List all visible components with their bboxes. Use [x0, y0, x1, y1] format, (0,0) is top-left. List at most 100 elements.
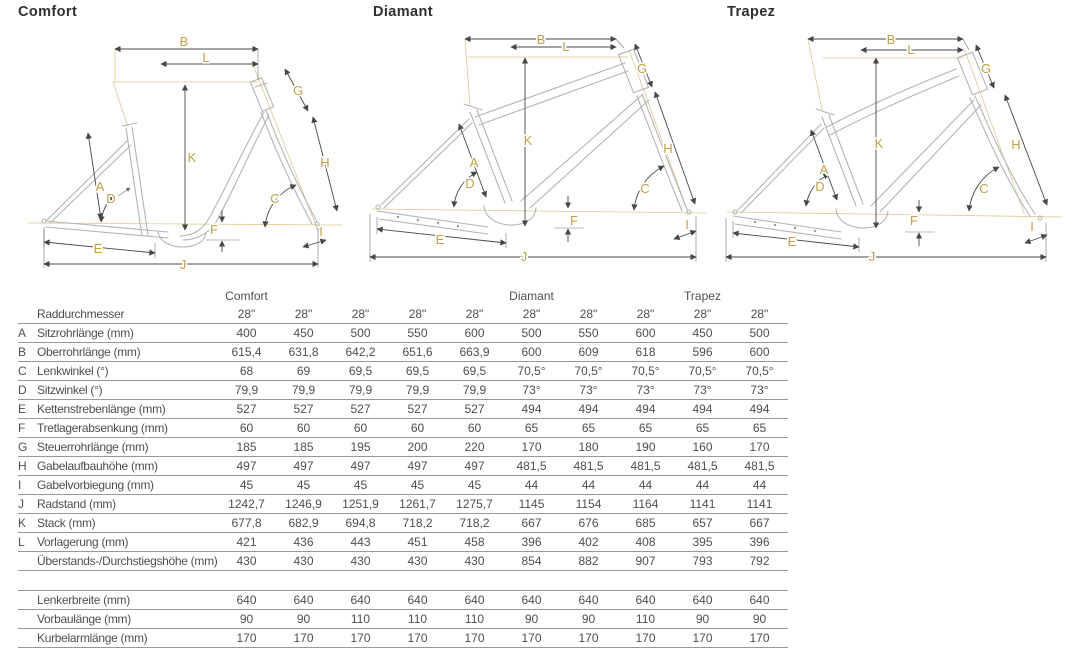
- row-value: 90: [218, 609, 275, 629]
- dim-label-j: J: [521, 249, 528, 264]
- row-value: 28": [503, 305, 560, 324]
- row-value: 69: [275, 361, 332, 381]
- dim-label-f: F: [910, 213, 918, 228]
- row-value: 682,9: [275, 513, 332, 533]
- diagram-title-comfort: Comfort: [18, 4, 78, 20]
- row-letter: J: [18, 494, 37, 514]
- row-letter: [18, 590, 37, 610]
- row-value: 882: [560, 551, 617, 571]
- row-value: 450: [674, 323, 731, 343]
- row-value: 69,5: [446, 361, 503, 381]
- trapez-frame-diagram: B L G K H A D C F I E J: [725, 30, 1064, 266]
- row-value: 1154: [560, 494, 617, 514]
- row-label: Vorlagerung (mm): [37, 532, 218, 552]
- dim-label-b: B: [537, 32, 546, 47]
- row-letter: D: [18, 380, 37, 400]
- row-letter: B: [18, 342, 37, 362]
- row-value: 443: [332, 532, 389, 552]
- row-value: 60: [332, 418, 389, 438]
- row-value: 185: [218, 437, 275, 457]
- row-label: Tretlagerabsenkung (mm): [37, 418, 218, 438]
- row-letter: F: [18, 418, 37, 438]
- row-value: 396: [503, 532, 560, 552]
- dim-label-a: A: [820, 162, 829, 177]
- row-value: 400: [218, 323, 275, 343]
- row-value: 79,9: [446, 380, 503, 400]
- row-value: 1246,9: [275, 494, 332, 514]
- row-value: 68: [218, 361, 275, 381]
- row-value: 90: [560, 609, 617, 629]
- row-value: 600: [731, 342, 788, 362]
- row-value: 402: [560, 532, 617, 552]
- row-label: Überstands-/Durchstiegshöhe (mm): [37, 551, 218, 571]
- row-value: 667: [731, 513, 788, 533]
- components-table-section: Lenkerbreite (mm) 640 640 640 640 640 640 640 64…: [18, 590, 788, 648]
- row-value: 1141: [731, 494, 788, 514]
- row-letter: L: [18, 532, 37, 552]
- row-value: 1141: [674, 494, 731, 514]
- dim-label-b: B: [180, 34, 189, 49]
- dim-label-d: D: [815, 179, 824, 194]
- row-value: 497: [275, 456, 332, 476]
- row-letter: [18, 628, 37, 648]
- row-value: 28": [674, 305, 731, 324]
- dim-label-l: L: [907, 42, 914, 57]
- components-table-body: Lenkerbreite (mm) 640 640 640 640 640 640 640 64…: [18, 590, 788, 648]
- row-value: 65: [731, 418, 788, 438]
- row-value: 90: [503, 609, 560, 629]
- row-value: 70,5°: [674, 361, 731, 381]
- row-value: 60: [446, 418, 503, 438]
- row-letter: [18, 551, 37, 571]
- row-value: 1261,7: [389, 494, 446, 514]
- row-value: 170: [503, 628, 560, 648]
- dim-label-l: L: [562, 39, 569, 54]
- table-row: D Sitzwinkel (°) 79,9 79,9 79,9 79,9 79,9 73° 73…: [18, 380, 788, 400]
- row-value: 70,5°: [617, 361, 674, 381]
- row-value: 430: [218, 551, 275, 571]
- row-value: 481,5: [731, 456, 788, 476]
- row-label: Kettenstrebenlänge (mm): [37, 399, 218, 419]
- row-value: 1145: [503, 494, 560, 514]
- row-value: 642,2: [332, 342, 389, 362]
- dim-label-l: L: [202, 50, 209, 65]
- row-value: 170: [332, 628, 389, 648]
- construction-lines: [726, 38, 1064, 218]
- row-value: 667: [503, 513, 560, 533]
- row-value: 527: [389, 399, 446, 419]
- row-value: 170: [218, 628, 275, 648]
- row-letter: G: [18, 437, 37, 457]
- geometry-table-body: Comfort Diamant Trapez Raddurchmesser 28" 28"…: [18, 287, 788, 571]
- row-value: 60: [275, 418, 332, 438]
- dim-label-i: I: [1030, 219, 1034, 234]
- row-value: 110: [389, 609, 446, 629]
- row-value: 45: [332, 475, 389, 495]
- table-row: H Gabelaufbauhöhe (mm) 497 497 497 497 497 481,…: [18, 456, 788, 476]
- row-letter: I: [18, 475, 37, 495]
- row-letter: K: [18, 513, 37, 533]
- row-value: [617, 287, 674, 305]
- row-value: 481,5: [503, 456, 560, 476]
- row-value: 45: [446, 475, 503, 495]
- row-label: Raddurchmesser: [37, 305, 218, 324]
- dimension-lines: [369, 35, 697, 262]
- row-value: 28": [275, 305, 332, 324]
- row-letter: [18, 305, 37, 324]
- row-value: 640: [503, 590, 560, 610]
- dim-label-j: J: [180, 257, 187, 272]
- row-label: Lenkwinkel (°): [37, 361, 218, 381]
- row-value: 676: [560, 513, 617, 533]
- row-value: 500: [731, 323, 788, 343]
- row-value: 631,8: [275, 342, 332, 362]
- row-value: 170: [389, 628, 446, 648]
- row-value: 640: [617, 590, 674, 610]
- row-value: 170: [446, 628, 503, 648]
- dim-label-k: K: [524, 133, 533, 148]
- dim-label-d: D: [465, 176, 474, 191]
- row-value: 1242,7: [218, 494, 275, 514]
- row-value: 79,9: [389, 380, 446, 400]
- dimension-letters: B L G K H A D C F I E J: [434, 30, 691, 266]
- row-value: 451: [389, 532, 446, 552]
- dim-label-f: F: [210, 222, 218, 237]
- row-value: 618: [617, 342, 674, 362]
- row-value: 527: [275, 399, 332, 419]
